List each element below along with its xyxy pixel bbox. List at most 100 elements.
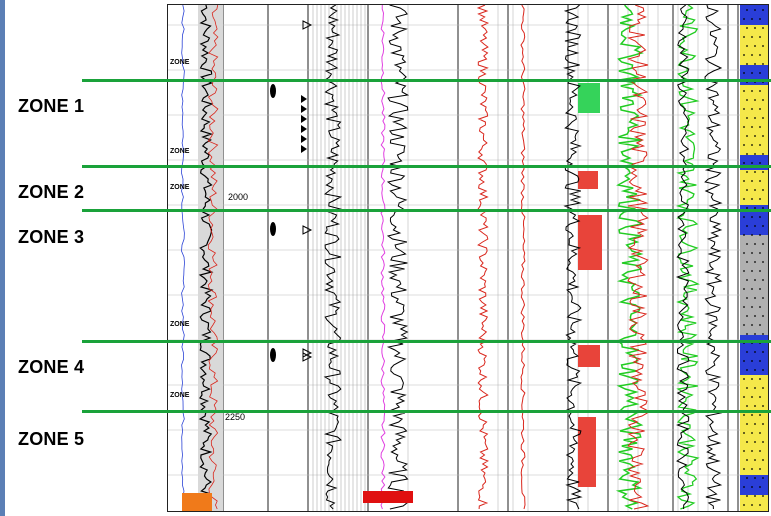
lithology-dot	[746, 423, 748, 425]
lithology-dot	[759, 54, 761, 56]
lithology-dot	[746, 405, 748, 407]
zone-4-top-marker	[82, 340, 771, 343]
lithology-dot	[759, 324, 761, 326]
core-symbol	[270, 348, 276, 362]
lithology-dot	[759, 468, 761, 470]
lithology-dot	[762, 243, 764, 245]
gamma-ray-curve	[198, 5, 214, 510]
lithology-dot	[759, 108, 761, 110]
lithology-dot	[746, 315, 748, 317]
lithology-dot	[743, 234, 745, 236]
resistivity-deep	[323, 5, 343, 510]
lithology-dot	[754, 27, 756, 29]
resistivity-medium	[380, 5, 386, 510]
lithology-dot	[746, 63, 748, 65]
lithology-dot	[759, 216, 761, 218]
lithology-dot	[762, 423, 764, 425]
lithology-dot	[743, 306, 745, 308]
lithology-dot	[751, 270, 753, 272]
lithology-dot	[743, 216, 745, 218]
lithology-dot	[746, 387, 748, 389]
lithology-dot	[743, 144, 745, 146]
track-zone-tag: ZONE	[170, 148, 190, 155]
lithology-dot	[746, 279, 748, 281]
test-marker	[302, 348, 313, 358]
depth-label-2250: 2250	[225, 412, 246, 422]
lithology-dot	[746, 45, 748, 47]
lithology-dot	[762, 189, 764, 191]
dip-marker	[301, 125, 307, 133]
bulk-volume-curve	[626, 5, 650, 510]
test-marker	[302, 20, 313, 30]
lithology-dot	[759, 504, 761, 506]
lithology-dot	[754, 279, 756, 281]
lithology-dot	[762, 441, 764, 443]
lithology-dot	[762, 99, 764, 101]
lithology-dot	[754, 243, 756, 245]
lithology-dot	[754, 333, 756, 335]
lithology-dot	[751, 72, 753, 74]
lithology-dot	[751, 378, 753, 380]
lithology-dot	[743, 414, 745, 416]
lithology-dot	[754, 153, 756, 155]
lithology-dot	[754, 225, 756, 227]
zone-4-label: ZONE 4	[18, 357, 85, 377]
lithology-dot	[743, 36, 745, 38]
lithology-dot	[746, 243, 748, 245]
core-symbol	[270, 222, 276, 236]
lithology-silt	[740, 235, 768, 295]
lithology-dot	[754, 99, 756, 101]
lithology-dot	[751, 504, 753, 506]
lithology-dot	[743, 252, 745, 254]
lithology-dot	[762, 297, 764, 299]
lithology-dot	[762, 315, 764, 317]
gamma-fill	[198, 5, 223, 511]
lithology-dot	[743, 468, 745, 470]
lithology-dot	[751, 360, 753, 362]
lithology-dot	[759, 378, 761, 380]
lithology-dot	[751, 54, 753, 56]
pay-flag	[578, 417, 596, 487]
lithology-dot	[746, 495, 748, 497]
lithology-dot	[762, 171, 764, 173]
sp-curve	[181, 5, 185, 510]
lithology-dot	[762, 495, 764, 497]
lithology-dot	[762, 369, 764, 371]
lithology-dot	[746, 153, 748, 155]
lithology-dot	[746, 27, 748, 29]
lithology-shale	[740, 475, 768, 495]
lithology-dot	[762, 477, 764, 479]
lithology-dot	[746, 171, 748, 173]
lithology-dot	[746, 189, 748, 191]
lithology-dot	[751, 468, 753, 470]
lithology-dot	[746, 135, 748, 137]
track-zone-tag: ZONE	[170, 59, 190, 66]
lithology-dot	[743, 54, 745, 56]
lithology-dot	[751, 234, 753, 236]
lithology-dot	[751, 162, 753, 164]
track-zone-tag: ZONE	[170, 321, 190, 328]
lithology-dot	[751, 144, 753, 146]
lithology-dot	[751, 288, 753, 290]
lithology-dot	[762, 225, 764, 227]
lithology-dot	[754, 405, 756, 407]
lithology-dot	[759, 162, 761, 164]
lithology-dot	[762, 261, 764, 263]
lithology-dot	[743, 288, 745, 290]
lithology-dot	[754, 459, 756, 461]
lithology-dot	[762, 351, 764, 353]
core-symbol	[270, 84, 276, 98]
lithology-dot	[751, 216, 753, 218]
pay-flag	[578, 171, 598, 189]
lithology-dot	[762, 207, 764, 209]
lithology-dot	[759, 180, 761, 182]
porosity-curve	[615, 5, 644, 510]
track-zone-tag: ZONE	[170, 392, 190, 399]
lithology-dot	[759, 360, 761, 362]
lithology-dot	[743, 324, 745, 326]
pay-flag-green	[578, 83, 600, 113]
lithology-dot	[751, 90, 753, 92]
lithology-dot	[751, 126, 753, 128]
lithology-dot	[762, 45, 764, 47]
lithology-dot	[754, 477, 756, 479]
